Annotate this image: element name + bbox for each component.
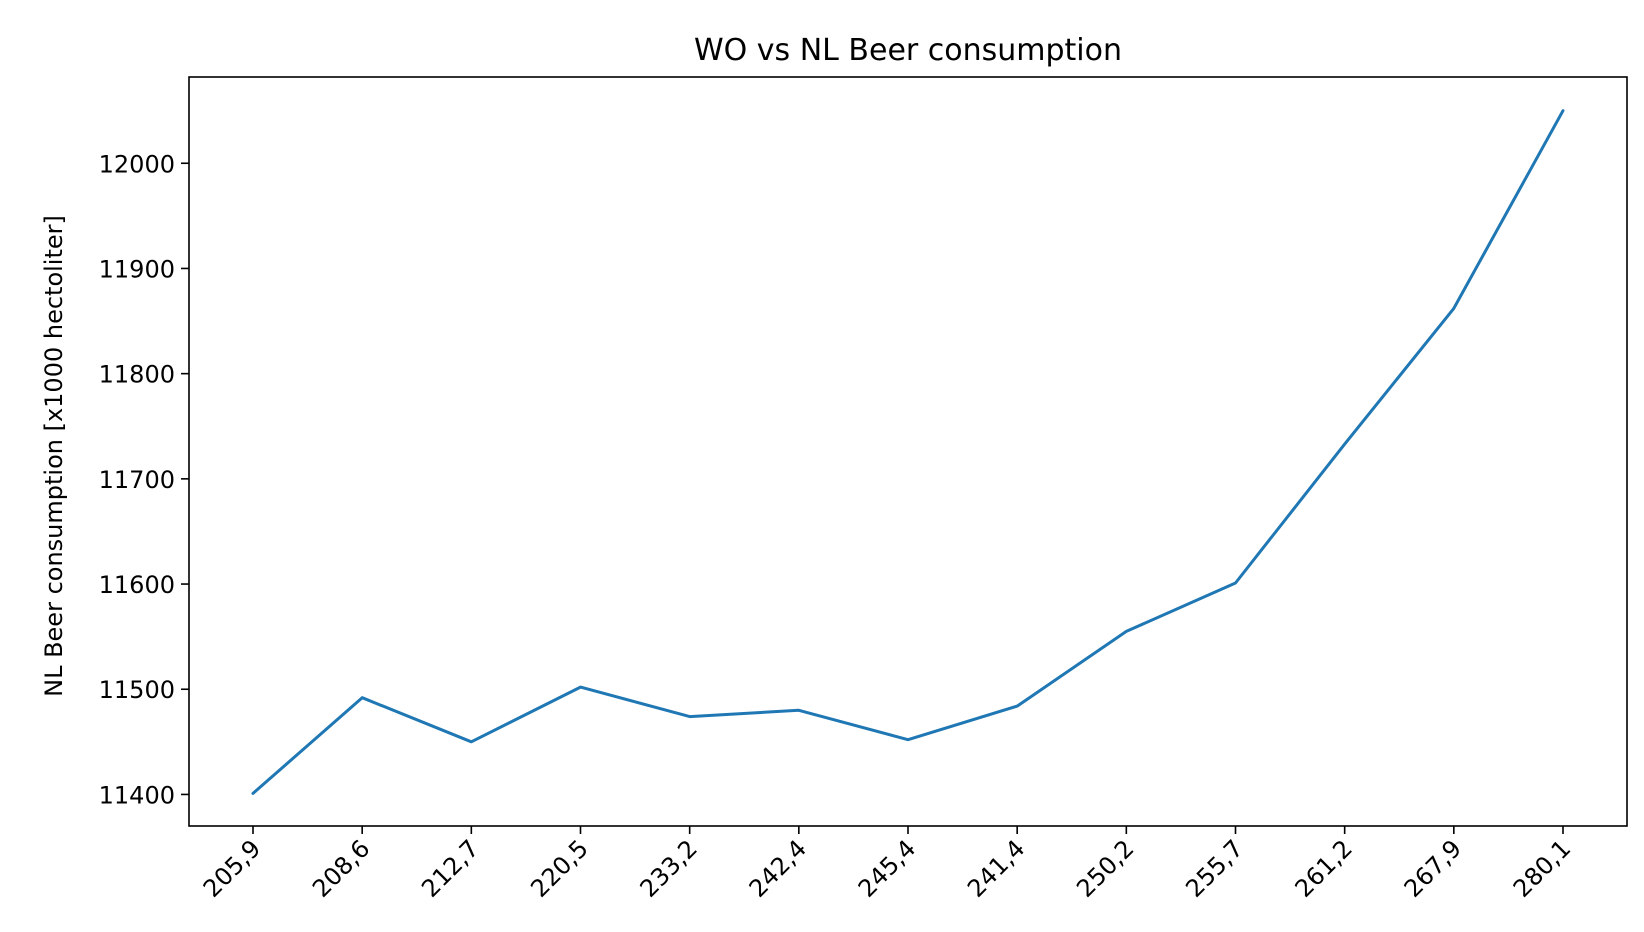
x-tick-label: 261,2 — [1290, 834, 1358, 902]
x-tick-label: 250,2 — [1071, 834, 1139, 902]
y-tick-label: 11500 — [99, 676, 175, 704]
y-tick-label: 11600 — [99, 571, 175, 599]
x-tick-label: 233,2 — [635, 834, 703, 902]
x-tick-label: 208,6 — [307, 834, 375, 902]
x-tick-label: 220,5 — [525, 834, 593, 902]
x-tick-label: 267,9 — [1399, 834, 1467, 902]
plot-area: 11400 11500 11600 11700 11800 11900 12000 205,9… — [99, 111, 1577, 903]
x-tick-label: 205,9 — [198, 834, 266, 902]
x-tick-label: 212,7 — [416, 834, 484, 902]
y-tick-label: 11400 — [99, 781, 175, 809]
x-tick-label: 280,1 — [1508, 834, 1576, 902]
x-tick-label: 245,4 — [853, 834, 921, 902]
series-line — [253, 111, 1563, 794]
y-axis-label: NL Beer consumption [x1000 hectoliter] — [40, 215, 68, 697]
x-tick-label: 241,4 — [962, 834, 1030, 902]
y-tick-label: 11700 — [99, 466, 175, 494]
y-tick-label: 11900 — [99, 255, 175, 283]
x-tick-label: 255,7 — [1180, 834, 1248, 902]
y-tick-label: 12000 — [99, 150, 175, 178]
chart-title: WO vs NL Beer consumption — [694, 33, 1122, 68]
y-tick-label: 11800 — [99, 361, 175, 389]
x-tick-label: 242,4 — [744, 834, 812, 902]
